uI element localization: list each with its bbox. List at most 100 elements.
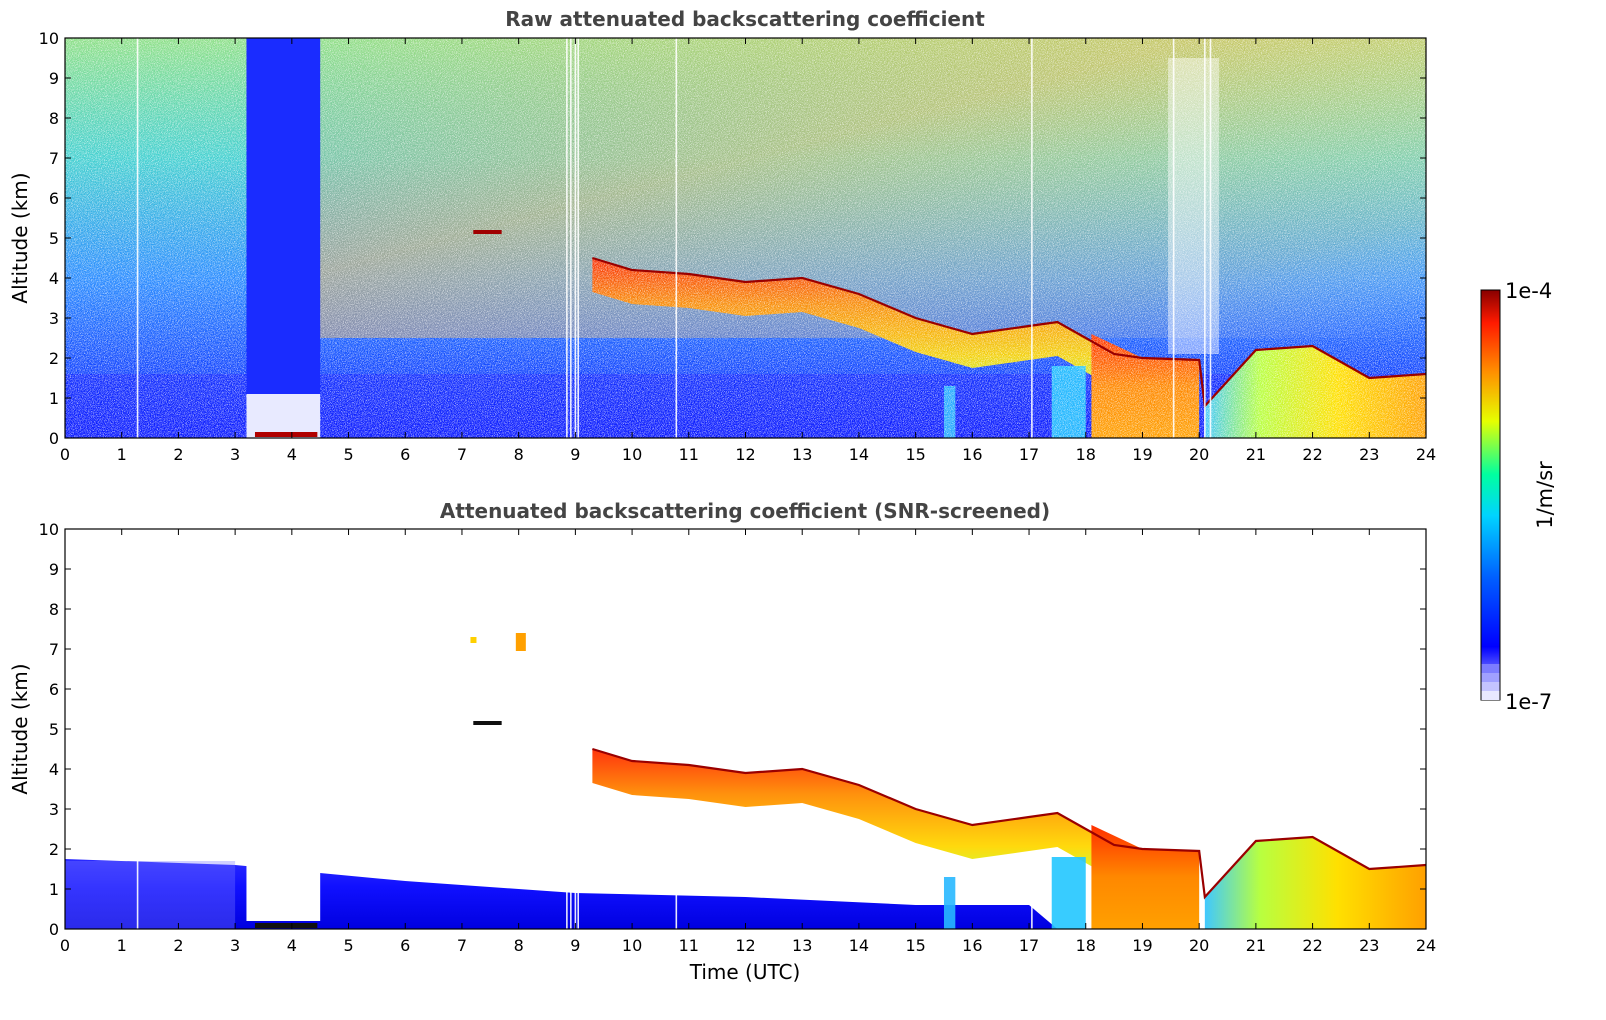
y-tick-label: 9 — [49, 560, 59, 579]
x-tick-label: 21 — [1246, 936, 1266, 955]
low-signal-column — [246, 38, 321, 438]
x-tick-label: 4 — [287, 936, 297, 955]
x-tick-label: 5 — [343, 445, 353, 464]
x-tick-label: 16 — [962, 445, 982, 464]
cloud-top-edge — [592, 256, 1426, 409]
x-tick-label: 13 — [792, 936, 812, 955]
colorbar-step — [1481, 664, 1500, 673]
colorbar-max-label: 1e-4 — [1505, 279, 1552, 303]
x-tick-label: 1 — [117, 445, 127, 464]
x-tick-label: 11 — [679, 445, 699, 464]
y-tick-label: 10 — [39, 520, 59, 539]
overlay-features-top — [136, 38, 1426, 438]
x-tick-label: 6 — [400, 445, 410, 464]
x-tick-label: 22 — [1302, 445, 1322, 464]
y-tick-label: 7 — [49, 640, 59, 659]
plume-fragment — [470, 637, 477, 643]
x-tick-label: 18 — [1076, 936, 1096, 955]
x-axis-label: Time (UTC) — [689, 960, 801, 984]
x-tick-label: 12 — [735, 936, 755, 955]
y-tick-label: 9 — [49, 69, 59, 88]
x-tick-label: 20 — [1189, 445, 1209, 464]
sloping-cloud-band — [592, 749, 1115, 879]
attenuated-region — [1167, 58, 1220, 354]
heatmap-raw — [65, 38, 1426, 438]
saturated-gap — [246, 394, 321, 438]
x-tick-label: 7 — [457, 445, 467, 464]
x-tick-label: 15 — [905, 936, 925, 955]
virga-shaft — [1051, 857, 1086, 929]
y-tick-label: 6 — [49, 680, 59, 699]
x-tick-label: 18 — [1076, 445, 1096, 464]
colorbar-step — [1481, 682, 1500, 691]
x-tick-label: 3 — [230, 445, 240, 464]
y-tick-label: 4 — [49, 269, 59, 288]
x-tick-label: 19 — [1132, 936, 1152, 955]
x-tick-label: 17 — [1019, 445, 1039, 464]
y-tick-label: 2 — [49, 840, 59, 859]
surface-return — [254, 432, 318, 437]
x-tick-label: 0 — [60, 445, 70, 464]
colorbar-gradient — [1480, 289, 1501, 701]
y-tick-label: 2 — [49, 349, 59, 368]
x-tick-label: 4 — [287, 445, 297, 464]
ticks-top: 0 1 2 3 4 5 6 7 8 9 10 11 12 13 14 15 16 17 18 19 20 21 22 23 24… — [39, 29, 1437, 464]
chart-title-top: Raw attenuated backscattering coefficien… — [505, 7, 985, 31]
x-tick-label: 5 — [343, 936, 353, 955]
x-tick-label: 16 — [962, 936, 982, 955]
cloud-top-edge — [592, 747, 1426, 900]
y-tick-label: 4 — [49, 760, 59, 779]
colorbar-low-steps — [1481, 664, 1500, 700]
y-tick-label: 0 — [49, 429, 59, 448]
y-tick-label: 1 — [49, 880, 59, 899]
colorbar: 1e-4 1e-7 1/m/sr — [1480, 279, 1557, 714]
x-tick-label: 2 — [173, 936, 183, 955]
heatmap-screened — [65, 529, 1426, 929]
colorbar-unit-label: 1/m/sr — [1533, 461, 1557, 529]
x-tick-label: 22 — [1302, 936, 1322, 955]
x-tick-label: 1 — [117, 936, 127, 955]
x-tick-label: 17 — [1019, 936, 1039, 955]
x-tick-label: 9 — [570, 445, 580, 464]
chart-title-bottom: Attenuated backscattering coefficient (S… — [440, 499, 1050, 523]
colorbar-step — [1481, 673, 1500, 682]
x-tick-label: 2 — [173, 445, 183, 464]
x-tick-label: 21 — [1246, 445, 1266, 464]
x-tick-label: 6 — [400, 936, 410, 955]
y-tick-label: 1 — [49, 389, 59, 408]
x-tick-label: 3 — [230, 936, 240, 955]
ticks-bottom: 0 1 2 3 4 5 6 7 8 9 10 11 12 13 14 15 16 17 18 19 20 21 22 23 24… — [39, 520, 1437, 955]
x-tick-label: 23 — [1359, 936, 1379, 955]
overlay-features-bottom — [136, 633, 1426, 929]
x-tick-label: 10 — [622, 936, 642, 955]
plot-area-top: 0 1 2 3 4 5 6 7 8 9 10 11 12 13 14 15 16 17 18 19 20 21 22 23 24… — [8, 29, 1436, 464]
x-tick-label: 13 — [792, 445, 812, 464]
x-tick-label: 15 — [905, 445, 925, 464]
y-tick-label: 8 — [49, 600, 59, 619]
x-tick-label: 7 — [457, 936, 467, 955]
y-tick-label: 0 — [49, 920, 59, 939]
x-tick-label: 8 — [514, 936, 524, 955]
surface-return — [254, 923, 318, 928]
y-tick-label: 5 — [49, 720, 59, 739]
x-tick-label: 11 — [679, 936, 699, 955]
boundary-layer-haze — [65, 861, 236, 929]
virga-streak — [943, 877, 956, 929]
right-cloud-block — [1204, 837, 1426, 929]
colorbar-min-label: 1e-7 — [1505, 690, 1552, 714]
y-tick-label: 3 — [49, 309, 59, 328]
y-tick-label: 5 — [49, 229, 59, 248]
y-axis-label-bottom: Altitude (km) — [8, 663, 32, 794]
plume-fragment — [515, 633, 526, 651]
x-tick-label: 19 — [1132, 445, 1152, 464]
screened-gap — [246, 849, 321, 921]
x-tick-label: 12 — [735, 445, 755, 464]
y-tick-label: 7 — [49, 149, 59, 168]
y-tick-label: 8 — [49, 109, 59, 128]
y-tick-label: 3 — [49, 800, 59, 819]
x-tick-label: 10 — [622, 445, 642, 464]
x-tick-label: 0 — [60, 936, 70, 955]
x-tick-label: 24 — [1416, 936, 1436, 955]
plot-area-bottom: 0 1 2 3 4 5 6 7 8 9 10 11 12 13 14 15 16 17 18 19 20 21 22 23 24… — [8, 520, 1436, 984]
